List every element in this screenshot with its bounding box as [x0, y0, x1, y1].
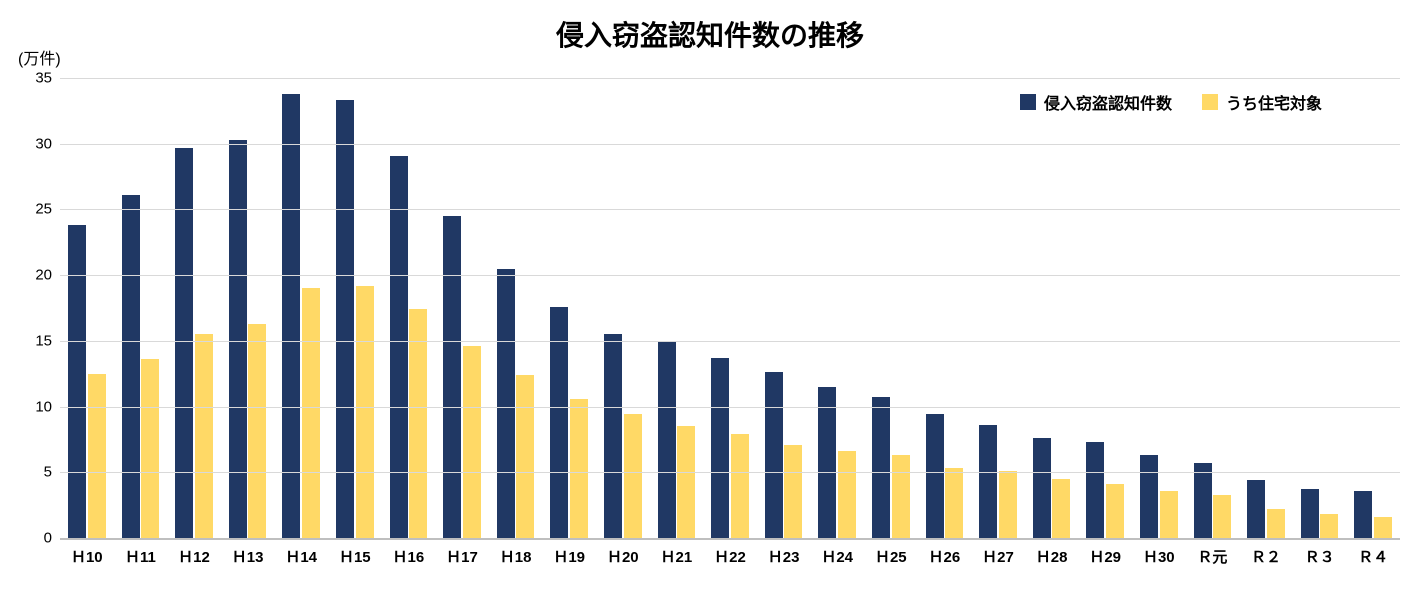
- chart-bars: [60, 78, 1400, 538]
- chart-plot-area: 05101520253035Ｈ10Ｈ11Ｈ12Ｈ13Ｈ14Ｈ15Ｈ16Ｈ17Ｈ1…: [60, 78, 1400, 538]
- bar: [999, 471, 1017, 538]
- x-tick-label: Ｒ２: [1251, 538, 1281, 567]
- bar: [356, 286, 374, 538]
- x-tick-label: Ｈ27: [982, 538, 1014, 567]
- bar: [1320, 514, 1338, 538]
- bar: [604, 334, 622, 538]
- bar: [409, 309, 427, 538]
- bar: [390, 156, 408, 538]
- chart-container: 侵入窃盗認知件数の推移 (万件) 侵入窃盗認知件数うち住宅対象 05101520…: [0, 0, 1420, 592]
- x-tick-label: Ｈ13: [232, 538, 264, 567]
- gridline: [60, 472, 1400, 473]
- bar: [229, 140, 247, 538]
- bar: [1086, 442, 1104, 538]
- y-tick-label: 15: [35, 332, 60, 349]
- y-tick-label: 0: [44, 530, 60, 547]
- x-tick-label: Ｈ17: [446, 538, 478, 567]
- bar: [926, 414, 944, 538]
- bar: [1160, 491, 1178, 538]
- gridline: [60, 209, 1400, 210]
- bar: [1052, 479, 1070, 538]
- x-tick-label: Ｈ12: [178, 538, 210, 567]
- gridline: [60, 407, 1400, 408]
- y-tick-label: 20: [35, 267, 60, 284]
- x-tick-label: Ｒ３: [1305, 538, 1335, 567]
- x-tick-label: Ｒ元: [1197, 538, 1227, 567]
- bar: [1354, 491, 1372, 538]
- bar: [1374, 517, 1392, 538]
- x-tick-label: Ｈ28: [1036, 538, 1068, 567]
- bar: [1033, 438, 1051, 538]
- x-tick-label: Ｈ20: [607, 538, 639, 567]
- bar: [175, 148, 193, 538]
- bar: [818, 387, 836, 538]
- x-tick-label: Ｈ15: [339, 538, 371, 567]
- bar: [624, 414, 642, 538]
- bar: [1140, 455, 1158, 538]
- x-tick-label: Ｈ16: [393, 538, 425, 567]
- bar: [979, 425, 997, 538]
- bar: [68, 225, 86, 538]
- y-tick-label: 30: [35, 135, 60, 152]
- bar: [765, 372, 783, 538]
- bar: [872, 397, 890, 538]
- x-tick-label: Ｈ30: [1143, 538, 1175, 567]
- bar: [677, 426, 695, 538]
- x-tick-label: Ｈ26: [929, 538, 961, 567]
- x-tick-label: Ｈ23: [768, 538, 800, 567]
- gridline: [60, 78, 1400, 79]
- x-tick-label: Ｈ22: [714, 538, 746, 567]
- y-tick-label: 35: [35, 70, 60, 87]
- bar: [248, 324, 266, 538]
- y-tick-label: 25: [35, 201, 60, 218]
- x-tick-label: Ｈ29: [1089, 538, 1121, 567]
- gridline: [60, 275, 1400, 276]
- x-tick-label: Ｈ19: [553, 538, 585, 567]
- y-axis-unit: (万件): [18, 45, 61, 69]
- x-tick-label: Ｈ21: [661, 538, 693, 567]
- bar: [443, 216, 461, 538]
- bar: [497, 269, 515, 538]
- chart-title: 侵入窃盗認知件数の推移: [0, 14, 1420, 54]
- bar: [1301, 489, 1319, 538]
- bar: [711, 358, 729, 538]
- bar: [1194, 463, 1212, 538]
- bar: [658, 342, 676, 538]
- bar: [892, 455, 910, 538]
- bar: [784, 445, 802, 538]
- bar: [302, 288, 320, 538]
- bar: [731, 434, 749, 538]
- bar: [838, 451, 856, 538]
- bar: [1267, 509, 1285, 538]
- bar: [570, 399, 588, 538]
- y-tick-label: 5: [44, 464, 60, 481]
- x-tick-label: Ｈ14: [285, 538, 317, 567]
- bar: [122, 195, 140, 538]
- bar: [88, 374, 106, 538]
- x-tick-label: Ｈ24: [821, 538, 853, 567]
- bar: [463, 346, 481, 538]
- bar: [195, 334, 213, 538]
- gridline: [60, 144, 1400, 145]
- bar: [1213, 495, 1231, 538]
- x-tick-label: Ｒ４: [1358, 538, 1388, 567]
- bar: [141, 359, 159, 538]
- gridline: [60, 341, 1400, 342]
- bar: [516, 375, 534, 538]
- bar: [1106, 484, 1124, 538]
- x-tick-label: Ｈ25: [875, 538, 907, 567]
- x-tick-label: Ｈ11: [125, 538, 156, 567]
- x-tick-label: Ｈ18: [500, 538, 532, 567]
- bar: [1247, 480, 1265, 538]
- y-tick-label: 10: [35, 398, 60, 415]
- bar: [945, 468, 963, 538]
- x-tick-label: Ｈ10: [71, 538, 103, 567]
